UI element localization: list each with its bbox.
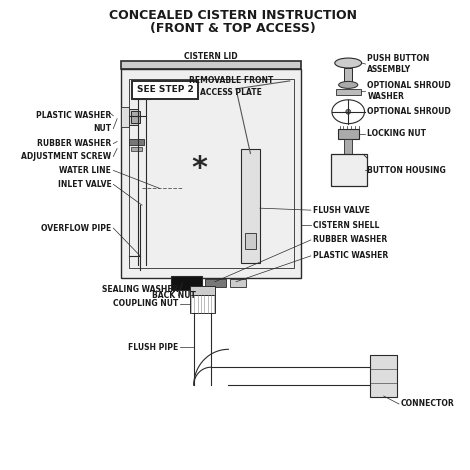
Text: RUBBER WASHER: RUBBER WASHER [313,235,387,244]
Bar [241,149,260,263]
Text: CISTERN LID: CISTERN LID [184,52,238,61]
Bar [230,279,246,287]
Bar [131,111,140,123]
Text: (FRONT & TOP ACCESS): (FRONT & TOP ACCESS) [150,22,316,35]
Bar [131,147,142,150]
Text: BACK NUT: BACK NUT [152,291,196,300]
Bar [331,155,368,186]
Text: PLASTIC WASHER: PLASTIC WASHER [313,251,388,260]
Text: OPTIONAL SHROUD
WASHER: OPTIONAL SHROUD WASHER [368,81,451,101]
Bar [129,139,144,145]
Bar [337,129,359,139]
Text: LOCKING NUT: LOCKING NUT [368,129,426,138]
Bar [370,355,397,397]
Text: OPTIONAL SHROUD: OPTIONAL SHROUD [368,107,451,116]
Bar [345,68,352,82]
Bar [121,61,301,69]
Text: FLUSH PIPE: FLUSH PIPE [128,343,179,352]
Bar [205,279,227,287]
Bar [190,295,215,313]
Ellipse shape [346,109,351,114]
Bar [129,109,138,125]
Bar [245,233,256,249]
Text: PLASTIC WASHER: PLASTIC WASHER [36,111,111,120]
Bar [121,69,301,278]
Text: ADJUSTMENT SCREW: ADJUSTMENT SCREW [21,152,111,161]
Bar [171,276,202,290]
Text: *: * [192,154,208,183]
Text: FLUSH VALVE: FLUSH VALVE [313,206,369,215]
Bar [133,81,198,99]
Bar [129,79,294,268]
Bar [190,286,215,295]
Text: BUTTON HOUSING: BUTTON HOUSING [368,166,446,175]
Ellipse shape [335,58,361,68]
Bar [336,89,360,95]
Text: CISTERN SHELL: CISTERN SHELL [313,220,379,229]
Text: SEE STEP 2: SEE STEP 2 [137,86,194,94]
Text: NUT: NUT [93,124,111,133]
Text: RUBBER WASHER: RUBBER WASHER [37,139,111,148]
Text: CONNECTOR: CONNECTOR [401,400,454,408]
Ellipse shape [338,81,358,88]
Text: REMOVABLE FRONT
ACCESS PLATE: REMOVABLE FRONT ACCESS PLATE [189,77,274,97]
Text: CONCEALED CISTERN INSTRUCTION: CONCEALED CISTERN INSTRUCTION [109,9,357,22]
Text: SEALING WASHER: SEALING WASHER [102,285,179,294]
Bar [345,139,352,155]
Text: INLET VALVE: INLET VALVE [58,180,111,189]
Text: PUSH BUTTON
ASSEMBLY: PUSH BUTTON ASSEMBLY [368,54,430,74]
Text: COUPLING NUT: COUPLING NUT [113,299,179,308]
Text: OVERFLOW PIPE: OVERFLOW PIPE [41,224,111,233]
Text: WATER LINE: WATER LINE [60,166,111,175]
Bar [121,107,129,126]
